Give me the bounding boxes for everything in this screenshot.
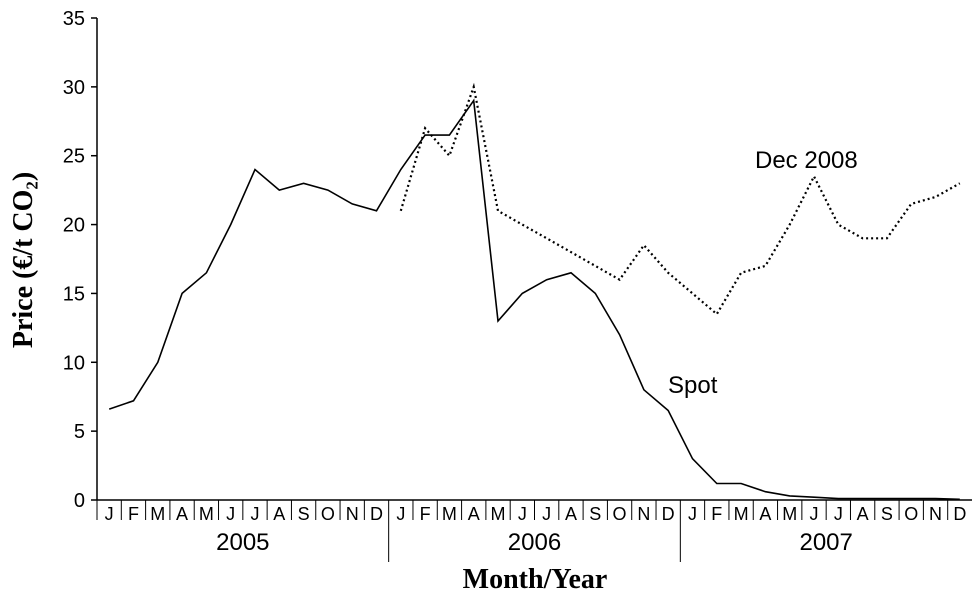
x-tick-label: M [491,504,506,524]
x-tick-label: M [199,504,214,524]
x-tick-label: D [662,504,675,524]
y-tick-label: 0 [74,490,85,512]
x-tick-label: M [734,504,749,524]
x-tick-label: J [542,504,551,524]
x-tick-label: D [953,504,966,524]
y-tick-label: 20 [63,215,85,237]
x-tick-label: A [857,504,869,524]
x-tick-label: F [128,504,139,524]
year-label: 2005 [216,529,269,556]
x-tick-label: N [346,504,359,524]
x-tick-label: J [810,504,819,524]
x-tick-label: N [929,504,942,524]
x-tick-label: A [759,504,771,524]
x-axis-title: Month/Year [463,564,608,595]
x-tick-label: O [321,504,335,524]
x-tick-label: A [565,504,577,524]
series-line [108,98,960,501]
x-tick-label: A [273,504,285,524]
x-tick-label: M [782,504,797,524]
y-tick-label: 30 [63,77,85,99]
year-label: 2006 [508,529,561,556]
x-tick-label: J [105,504,114,524]
x-tick-label: M [442,504,457,524]
x-tick-label: A [468,504,480,524]
x-tick-label: O [904,504,918,524]
series-label: Spot [668,372,718,399]
y-tick-label: 15 [63,283,85,305]
x-tick-label: S [881,504,893,524]
x-tick-label: A [176,504,188,524]
y-tick-label: 5 [74,421,85,443]
series-label: Dec 2008 [755,147,858,174]
x-tick-label: N [637,504,650,524]
x-tick-label: J [518,504,527,524]
x-tick-label: F [420,504,431,524]
y-tick-label: 10 [63,352,85,374]
x-tick-label: D [370,504,383,524]
x-tick-label: J [688,504,697,524]
x-tick-label: S [298,504,310,524]
y-tick-label: 25 [63,146,85,168]
y-axis-title: Price (€/t CO₂) [8,172,39,348]
x-tick-label: M [150,504,165,524]
x-tick-label: J [834,504,843,524]
x-tick-label: J [226,504,235,524]
x-tick-label: S [589,504,601,524]
y-tick-label: 35 [63,8,85,30]
year-label: 2007 [799,529,852,556]
x-tick-label: J [250,504,259,524]
x-tick-label: F [711,504,722,524]
x-tick-label: J [396,504,405,524]
series-line [399,82,961,316]
x-tick-label: O [613,504,627,524]
